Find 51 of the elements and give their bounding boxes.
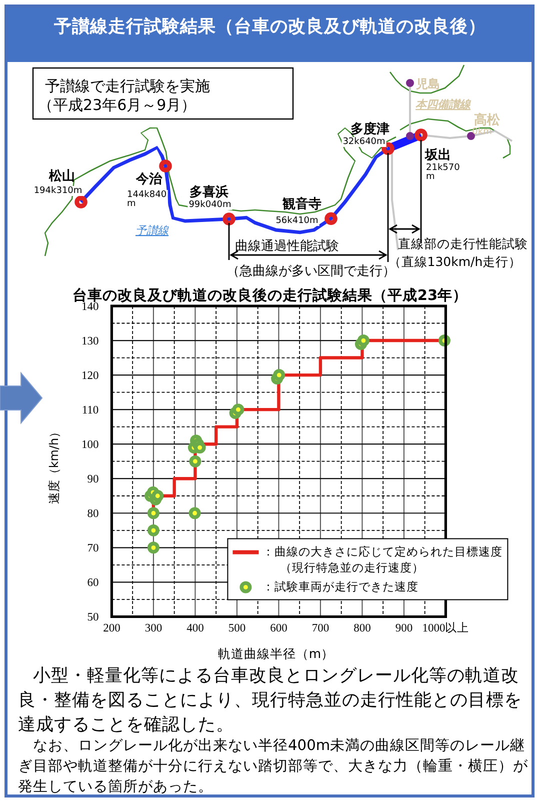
point <box>189 455 202 468</box>
x-tick-label: 400 <box>186 622 204 635</box>
y-tick-label: 120 <box>81 370 99 382</box>
text: 今治 <box>135 171 163 187</box>
point <box>188 507 201 520</box>
text: 坂出 <box>424 147 451 163</box>
text: 56k410m <box>276 216 318 226</box>
point <box>147 542 160 554</box>
x-tick-label: 200 <box>103 622 121 635</box>
text: 194k310m <box>34 186 82 196</box>
y-tick-label: 70 <box>87 542 99 555</box>
text: なお、ロングレール化が出来ない半径400m未満の曲線区間等のレール継ぎ目部や軌道整備が十分に行えない踏切部等で、大きな力（輪重・横圧）が発生している箇所があった。 <box>18 737 529 795</box>
x-axis-title: 軌道曲線半径（m） <box>218 646 334 661</box>
legend-label: ：試験車両が走行できた速度 <box>262 580 419 594</box>
text: 曲線通過性能試験 <box>235 239 339 254</box>
text: 予讃線で走行試験を実施 <box>45 77 210 95</box>
text: 小型・軽量化等による台車改良とロングレール化等の軌道改良・整備を図ることにより、現行特急並の走行性能との目標を達成することを確認した。 <box>18 665 522 735</box>
x-tick-label: 500 <box>228 622 246 635</box>
x-tick-label: 600 <box>270 622 288 635</box>
legend-label: ：曲線の大きさに応じて定められた目標速度（現行特急並の走行速度） <box>262 544 503 575</box>
text: 99k040m <box>188 200 232 210</box>
x-tick-label: 300 <box>144 622 162 635</box>
text: 児島 <box>415 77 440 91</box>
text: 多喜浜 <box>190 184 228 200</box>
x-tick-label: 800 <box>354 622 372 635</box>
text: 予讃線走行試験結果（台車の改良及び軌道の改良後） <box>53 16 486 37</box>
text: 予讃線 <box>136 224 170 237</box>
text: 144k840m <box>127 190 167 209</box>
x-tick-label: 1000以上 <box>422 622 470 635</box>
point <box>194 442 206 454</box>
y-tick-label: 50 <box>87 612 99 624</box>
y-tick-label: 100 <box>81 439 99 452</box>
y-tick-label: 140 <box>81 301 99 313</box>
text: （平成23年6月～9月） <box>38 96 196 114</box>
x-tick-label: 900 <box>395 622 413 635</box>
text: 21k570m <box>426 163 460 182</box>
x-tick-label: 700 <box>312 622 330 635</box>
y-tick-label: 110 <box>82 404 99 417</box>
text: 松山 <box>48 169 75 184</box>
text: 観音寺 <box>282 196 322 212</box>
text: 本四備讃線 <box>414 98 472 111</box>
text: 多度津 <box>350 121 390 137</box>
y-axis-title: 速度（km/h） <box>47 426 61 504</box>
point <box>147 524 160 536</box>
y-tick-label: 90 <box>87 474 99 486</box>
point <box>152 490 164 502</box>
text: 高松 <box>474 112 501 128</box>
text: 32k640m <box>342 137 386 147</box>
y-tick-label: 60 <box>87 577 99 590</box>
y-tick-label: 130 <box>81 336 99 348</box>
y-tick-label: 80 <box>87 508 99 520</box>
